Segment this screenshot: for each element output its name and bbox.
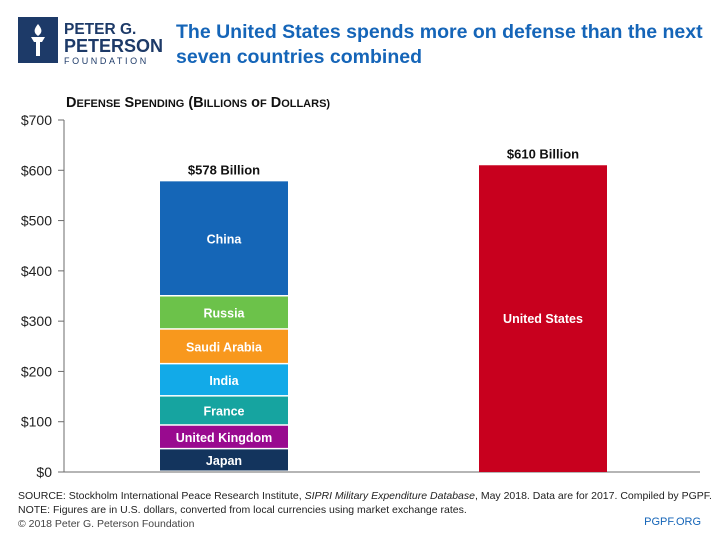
logo-line2: PETERSON	[64, 36, 163, 56]
source-prefix: SOURCE: Stockholm International Peace Re…	[18, 490, 305, 502]
y-tick-label: $300	[21, 313, 52, 329]
y-ticks: $0 $100 $200 $300 $400 $500 $600 $700	[21, 112, 64, 480]
bar-segment	[160, 329, 288, 363]
chart-title-line2: seven countries combined	[176, 46, 422, 68]
segment-label: Russia	[204, 307, 246, 321]
source-note: SOURCE: Stockholm International Peace Re…	[18, 490, 712, 502]
y-tick-label: $400	[21, 263, 52, 279]
source-suffix: , May 2018. Data are for 2017. Compiled …	[474, 490, 712, 502]
y-tick-label: $0	[36, 464, 52, 480]
segment-label: Saudi Arabia	[186, 341, 263, 355]
y-tick-label: $100	[21, 414, 52, 430]
bar-segment	[479, 165, 607, 472]
footnote: NOTE: Figures are in U.S. dollars, conve…	[18, 504, 467, 516]
source-italic: SIPRI Military Expenditure Database	[304, 490, 475, 502]
y-axis-label: DEFENSE SPENDING (BILLIONS oF DOLLARS)	[66, 95, 330, 111]
bar-segment	[160, 396, 288, 425]
bar-segment	[160, 296, 288, 329]
bars: Japan United Kingdom France India Saudi Arab…	[160, 146, 607, 472]
bar-segment	[160, 449, 288, 471]
website-link[interactable]: PGPF.ORG	[644, 516, 701, 528]
copyright: © 2018 Peter G. Peterson Foundation	[18, 518, 195, 530]
segment-label: China	[207, 232, 243, 246]
bar-total-label: $578 Billion	[188, 162, 260, 177]
bar-total-label: $610 Billion	[507, 146, 579, 161]
bar-segment	[160, 364, 288, 396]
segment-label: United Kingdom	[176, 431, 273, 445]
y-tick-label: $200	[21, 363, 52, 379]
segment-label: Japan	[206, 454, 242, 468]
chart-title-line1: The United States spends more on defense…	[176, 21, 703, 43]
torch-icon	[31, 24, 45, 56]
bar-segment	[160, 181, 288, 296]
logo-line3: FOUNDATION	[64, 56, 149, 66]
segment-label: France	[204, 405, 245, 419]
bar-segment	[160, 425, 288, 448]
y-tick-label: $700	[21, 112, 52, 128]
logo: PETER G. PETERSON FOUNDATION	[18, 17, 163, 66]
y-tick-label: $600	[21, 162, 52, 178]
y-tick-label: $500	[21, 213, 52, 229]
chart: PETER G. PETERSON FOUNDATION The United …	[18, 17, 703, 480]
segment-label: United States	[503, 312, 583, 326]
logo-line1: PETER G.	[64, 21, 136, 38]
segment-label: India	[209, 374, 239, 388]
